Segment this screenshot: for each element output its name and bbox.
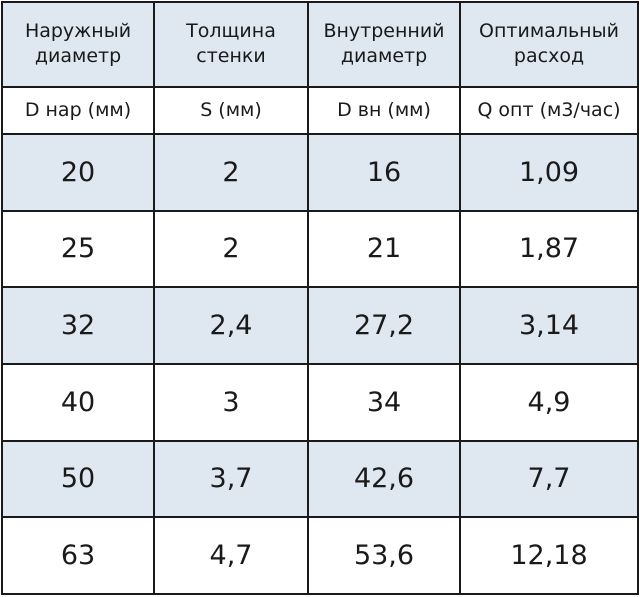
- unit-inner-diameter: D вн (мм): [307, 85, 461, 135]
- header-wall-thickness: Толщина стенки: [153, 1, 309, 88]
- header-outer-diameter-line-1: Наружный: [24, 20, 132, 43]
- cell-inner-diameter: 42,6: [307, 439, 461, 519]
- header-optimal-flow-line-1: Оптимальный: [479, 20, 619, 43]
- table-row: 63 4,7 53,6 12,18: [1, 516, 639, 595]
- cell-optimal-flow: 4,9: [459, 362, 639, 442]
- header-optimal-flow-line-2: расход: [513, 45, 585, 68]
- cell-wall-thickness: 3: [153, 362, 309, 442]
- cell-outer-diameter: 40: [1, 362, 155, 442]
- cell-inner-diameter: 16: [307, 132, 461, 212]
- header-wall-thickness-line-2: стенки: [196, 45, 266, 68]
- unit-optimal-flow: Q опт (м3/час): [459, 85, 639, 135]
- cell-wall-thickness: 2: [153, 209, 309, 289]
- table-row: 40 3 34 4,9: [1, 362, 639, 442]
- header-inner-diameter-line-2: диаметр: [340, 45, 428, 68]
- cell-optimal-flow: 3,14: [459, 286, 639, 365]
- cell-outer-diameter: 50: [1, 439, 155, 519]
- table-row: 32 2,4 27,2 3,14: [1, 286, 639, 365]
- cell-wall-thickness: 3,7: [153, 439, 309, 519]
- table-row: 20 2 16 1,09: [1, 132, 639, 212]
- header-inner-diameter-line-1: Внутренний: [323, 20, 445, 43]
- cell-inner-diameter: 21: [307, 209, 461, 289]
- table-header-row: Наружный диаметр Толщина стенки Внутренн…: [1, 1, 639, 88]
- unit-outer-diameter: D нар (мм): [1, 85, 155, 135]
- unit-wall-thickness: S (мм): [153, 85, 309, 135]
- cell-inner-diameter: 53,6: [307, 516, 461, 595]
- cell-inner-diameter: 34: [307, 362, 461, 442]
- table-row: 50 3,7 42,6 7,7: [1, 439, 639, 519]
- cell-outer-diameter: 32: [1, 286, 155, 365]
- cell-wall-thickness: 2: [153, 132, 309, 212]
- cell-optimal-flow: 1,87: [459, 209, 639, 289]
- cell-wall-thickness: 2,4: [153, 286, 309, 365]
- cell-optimal-flow: 12,18: [459, 516, 639, 595]
- table-row: 25 2 21 1,87: [1, 209, 639, 289]
- header-wall-thickness-line-1: Толщина: [186, 20, 276, 43]
- cell-outer-diameter: 63: [1, 516, 155, 595]
- header-optimal-flow: Оптимальный расход: [459, 1, 639, 88]
- cell-wall-thickness: 4,7: [153, 516, 309, 595]
- cell-outer-diameter: 25: [1, 209, 155, 289]
- header-inner-diameter: Внутренний диаметр: [307, 1, 461, 88]
- header-outer-diameter: Наружный диаметр: [1, 1, 155, 88]
- cell-optimal-flow: 1,09: [459, 132, 639, 212]
- table-units-row: D нар (мм) S (мм) D вн (мм) Q опт (м3/ча…: [1, 85, 639, 135]
- cell-optimal-flow: 7,7: [459, 439, 639, 519]
- cell-outer-diameter: 20: [1, 132, 155, 212]
- header-outer-diameter-line-2: диаметр: [34, 45, 122, 68]
- cell-inner-diameter: 27,2: [307, 286, 461, 365]
